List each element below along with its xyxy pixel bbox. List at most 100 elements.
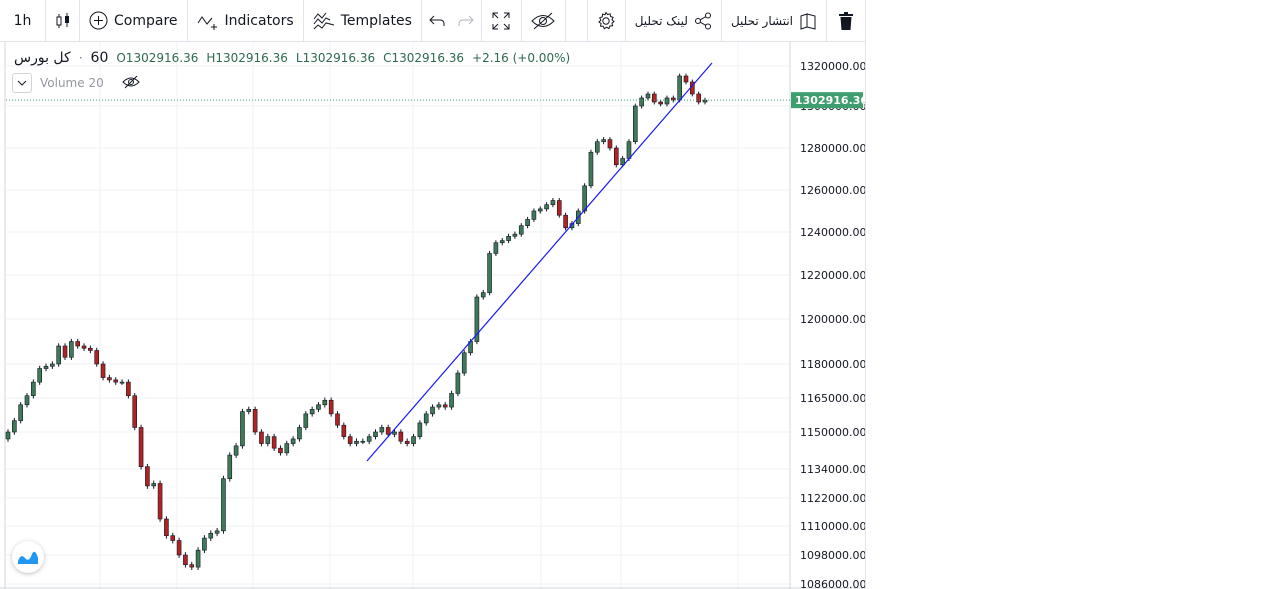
trash-icon [838,11,854,30]
candle-body [518,225,524,235]
candle-body [645,93,651,99]
candle-body [335,413,340,426]
y-tick-label: 1165000.00 [800,392,865,405]
settings-button[interactable] [588,0,626,42]
candle-body [138,427,144,467]
symbol-name[interactable]: کل بورس [14,50,71,66]
share-icon [694,12,712,30]
last-price-badge [791,92,863,109]
candle-body [360,440,366,443]
candle-body [449,393,454,408]
undo-button[interactable] [422,0,452,42]
indicators-label: Indicators [224,12,294,29]
interval-label: 1h [13,12,32,29]
candle-body [31,381,36,397]
candle-body [480,292,486,298]
candle-body [658,101,663,105]
candle-body [455,372,461,394]
candle-body [240,411,245,447]
y-tick-label: 1180000.00 [800,358,865,371]
candle-body [594,141,600,153]
chart-type-button[interactable] [46,0,80,42]
candle-body [556,200,562,216]
candle-body [341,424,347,437]
compare-label: Compare [114,12,178,29]
candle-body [632,105,638,143]
publish-analysis-label: انتشار تحلیل [730,13,793,28]
candle-body [436,404,442,408]
legend-low: L1302916.36 [295,51,376,65]
candle-body [176,540,182,556]
candle-body [208,532,214,539]
candle-body [233,445,239,456]
tradingview-logo[interactable] [12,541,44,573]
candle-body [531,210,537,220]
candle-body [373,431,378,437]
candles-icon [54,12,72,30]
candle-body [62,345,68,358]
candle-body [132,395,138,428]
redo-button[interactable] [452,0,482,42]
legend-high: H1302916.36 [206,51,288,65]
candle-body [290,438,296,444]
candle-body [50,363,55,367]
candle-body [164,518,169,536]
collapse-legend-button[interactable] [12,73,32,93]
publish-analysis-button[interactable]: انتشار تحلیل [722,0,827,42]
candle-body [271,436,277,449]
candle-body [506,236,511,241]
chevron-down-icon [17,80,27,86]
candle-body [487,253,492,293]
legend-close: C1302916.36 [383,51,465,65]
chart-pane[interactable]: 1320000.001300000.001280000.001260000.00… [0,42,865,589]
candle-body [639,97,644,107]
candle-body [347,436,353,444]
compare-button[interactable]: Compare [80,0,188,42]
candle-body [601,139,606,142]
volume-label: Volume 20 [40,76,104,90]
candle-body [56,345,61,365]
interval-button[interactable]: 1h [0,0,46,42]
fullscreen-icon [492,12,510,30]
trendline [366,62,713,462]
candle-body [151,483,157,487]
candle-body [366,436,372,442]
candle-body [113,379,119,383]
candle-body [607,139,613,149]
candle-body [145,466,150,487]
candle-body [303,413,309,428]
link-analysis-button[interactable]: لینک تحلیل [626,0,722,42]
candle-body [392,431,397,435]
delete-button[interactable] [827,0,865,42]
undo-icon [429,14,445,28]
templates-button[interactable]: Templates [304,0,422,42]
y-tick-label: 1134000.00 [800,463,865,476]
candle-body [652,93,657,103]
candle-body [328,399,334,415]
volume-hide-button[interactable] [122,75,140,92]
indicators-icon [197,12,219,30]
legend-interval: 60 [90,50,109,66]
templates-label: Templates [340,12,412,29]
candle-body [563,214,568,229]
candle-body [259,431,264,444]
candle-body [379,427,385,433]
candle-body [461,352,467,374]
candle-body [214,530,220,534]
candle-body [620,158,625,166]
candle-body [569,223,575,229]
indicators-button[interactable]: Indicators [188,0,304,42]
volume-legend: Volume 20 [12,73,140,93]
candle-body [246,409,252,412]
link-analysis-label: لینک تحلیل [634,13,688,28]
candle-body [69,341,74,358]
candle-body [309,409,315,415]
candle-body [43,365,49,369]
last-price-label: 1302916.36 [795,94,865,107]
eye-crossed-icon [531,12,556,30]
candle-body [442,404,448,408]
candle-body [499,240,505,244]
fullscreen-button[interactable] [482,0,522,42]
chart-widget: 1h Compare Indicators Templates [0,0,866,589]
hide-drawings-button[interactable] [522,0,566,42]
